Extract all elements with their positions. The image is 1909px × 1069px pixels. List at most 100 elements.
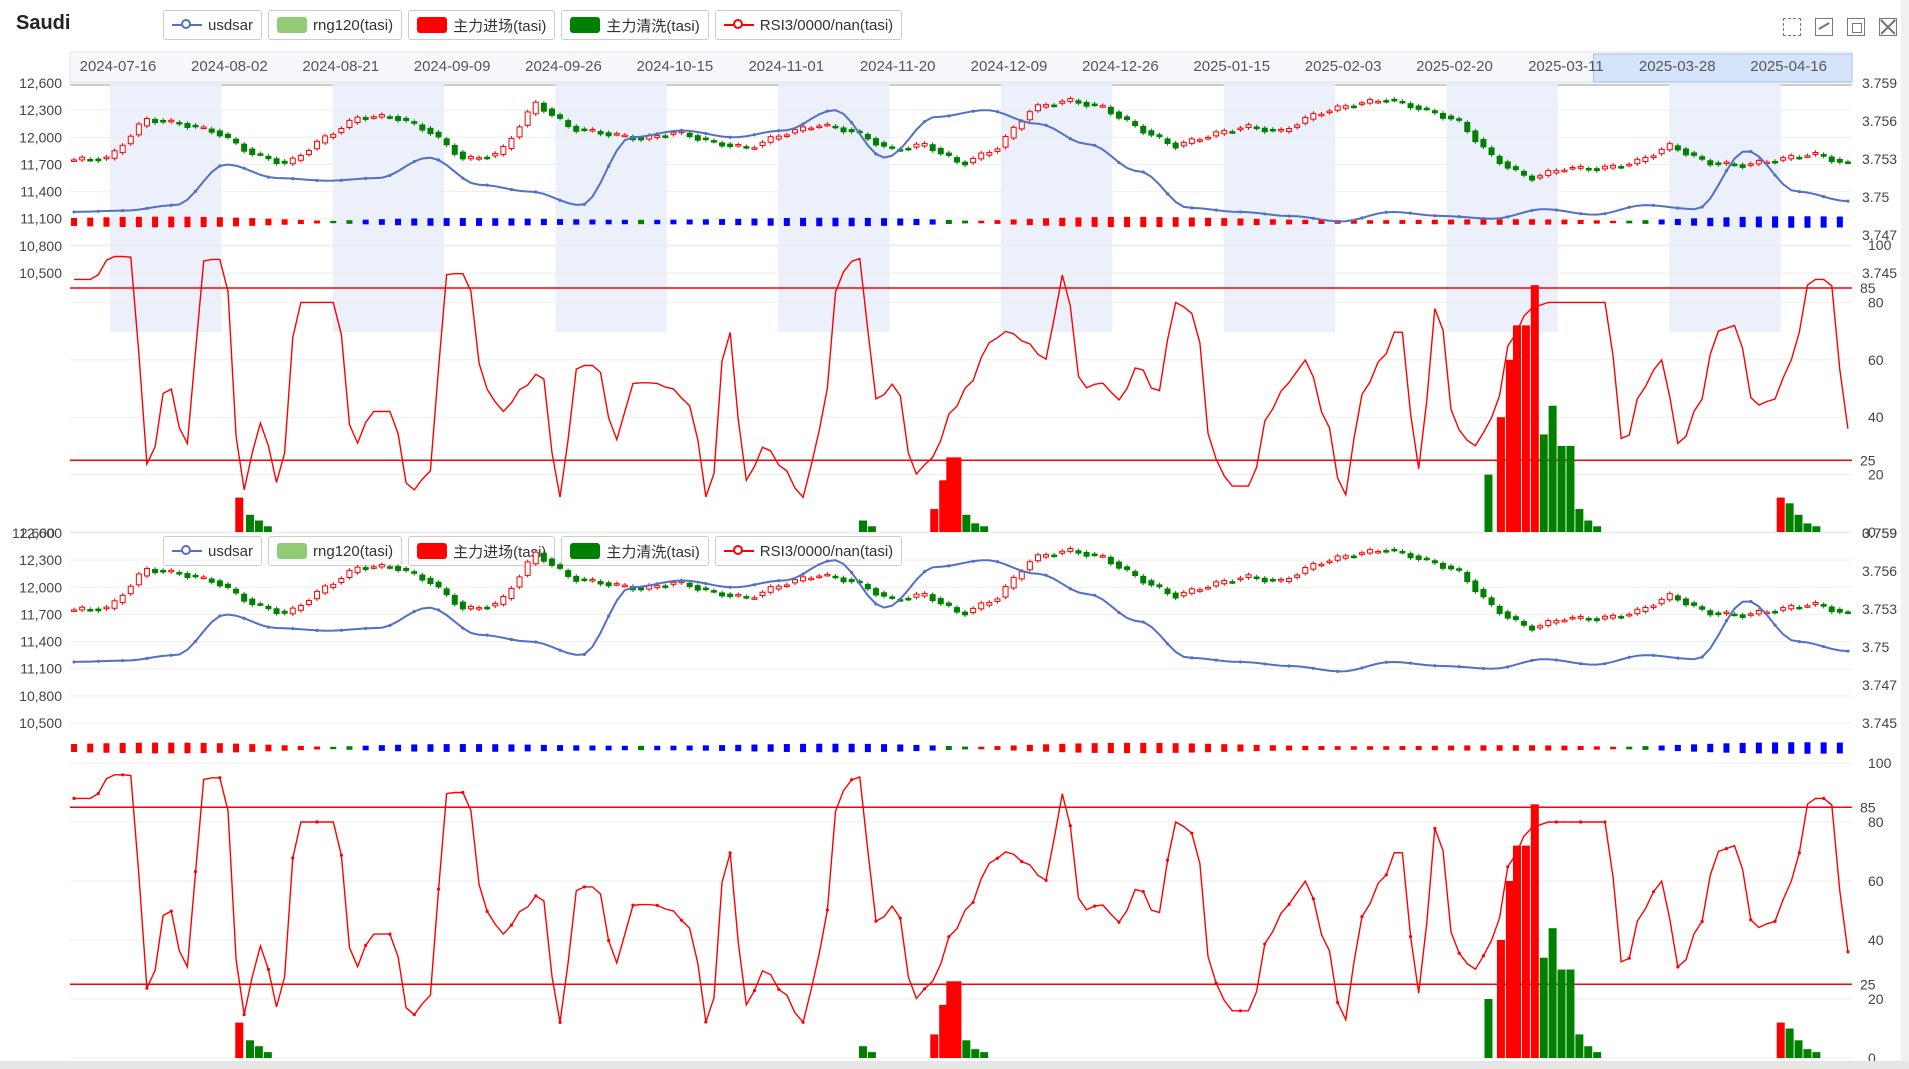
candle-body (127, 135, 134, 145)
back-icon[interactable] (1815, 18, 1833, 36)
volume-bar (1577, 745, 1584, 751)
candle-body (1407, 103, 1414, 109)
candle-body (921, 142, 928, 147)
rsi-point (1822, 796, 1826, 801)
signal-red-bar (930, 509, 939, 532)
legend-item-2[interactable]: 主力进场(tasi) (408, 536, 556, 566)
legend-item-3[interactable]: 主力清洗(tasi) (561, 10, 709, 40)
candle-body (1140, 125, 1147, 134)
candle-body (192, 124, 199, 128)
volume-bar (1431, 745, 1438, 751)
candle-body (395, 566, 402, 571)
usdsar-point (1263, 662, 1267, 666)
candle-body (621, 584, 628, 588)
candle-body (289, 607, 296, 615)
candle-body (1277, 128, 1284, 132)
usdsar-point (971, 109, 975, 113)
usdsar-point (752, 133, 757, 137)
legend-item-4[interactable]: RSI3/0000/nan(tasi) (714, 10, 903, 40)
usdsar-point (1530, 658, 1534, 663)
usdsar-point (1141, 620, 1145, 624)
legend-item-2[interactable]: 主力进场(tasi) (408, 10, 556, 40)
legend-item-1[interactable]: rng120(tasi) (268, 536, 403, 566)
volume-bar (1691, 218, 1698, 226)
candle-body (719, 142, 726, 147)
legend-item-1[interactable]: rng120(tasi) (268, 10, 403, 40)
legend-item-3[interactable]: 主力清洗(tasi) (561, 536, 709, 566)
volume-bar (1010, 745, 1017, 751)
candle-body (386, 566, 393, 569)
candle-body (281, 160, 288, 164)
volume-bar (605, 219, 612, 225)
usdsar-point (801, 122, 805, 126)
volume-bar (1302, 745, 1309, 751)
volume-bar (1188, 743, 1195, 753)
candle-body (1010, 126, 1017, 139)
signal-red-bar (235, 1022, 244, 1058)
rsi-tick-label: 60 (1868, 873, 1884, 889)
legend-label: 主力清洗(tasi) (606, 17, 700, 35)
candle-body (281, 610, 288, 614)
signal-green-bar (263, 526, 272, 532)
volume-bar (427, 218, 434, 226)
usdsar-point (509, 187, 514, 192)
volume-bar (249, 744, 256, 752)
candle-body (135, 123, 142, 136)
date-tick-label: 2024-08-21 (302, 58, 379, 75)
rsi-point (898, 916, 902, 920)
legend-item-0[interactable]: usdsar (163, 536, 263, 566)
candle-body (305, 600, 312, 605)
restore-icon[interactable] (1847, 18, 1865, 36)
volume-bar (524, 744, 531, 752)
candle-body (1002, 135, 1009, 148)
signal-green-bar (1557, 445, 1566, 532)
volume-bar (1480, 219, 1487, 225)
candle-body (1844, 161, 1851, 164)
usdsar-point (1190, 206, 1194, 210)
usdsar-point (1360, 216, 1364, 220)
candle-body (1205, 586, 1212, 590)
volume-bar (1124, 216, 1131, 228)
usdsar-point (266, 625, 271, 629)
candle-body (1772, 160, 1779, 164)
zoom-icon[interactable] (1783, 18, 1801, 36)
candle-body (824, 123, 831, 127)
usdsar-point (922, 119, 927, 124)
rsi-point (193, 869, 198, 874)
signal-green-bar (263, 1052, 272, 1058)
volume-bar (103, 743, 110, 753)
candle-body (273, 158, 280, 165)
save-icon[interactable] (1879, 18, 1897, 36)
date-tick-label: 2024-09-09 (414, 58, 491, 75)
volume-bar (411, 218, 418, 226)
usdsar-point (145, 656, 149, 660)
legend-item-4[interactable]: RSI3/0000/nan(tasi) (714, 536, 903, 566)
candle-body (986, 601, 993, 606)
signal-red-bar (930, 1034, 939, 1058)
candle-body (1099, 555, 1106, 558)
signal-green-bar (1803, 523, 1812, 532)
vertical-scrollbar[interactable] (1901, 0, 1909, 1061)
volume-bar (751, 744, 758, 752)
volume-bar (978, 746, 985, 750)
candle-body (1691, 602, 1698, 606)
volume-bar (1350, 220, 1357, 224)
usdsar-point (388, 623, 392, 627)
candle-body (435, 581, 442, 588)
volume-bar (945, 219, 952, 225)
volume-bar (265, 218, 272, 226)
date-zoom-slider (69, 51, 1853, 86)
candle-body (1367, 99, 1374, 104)
volume-bar (476, 744, 483, 752)
legend-label: usdsar (208, 542, 254, 560)
signal-green-bar (1484, 999, 1493, 1058)
volume-bar (638, 219, 645, 225)
volume-bar (1707, 217, 1714, 227)
candle-body (1537, 175, 1544, 179)
candle-body (1334, 105, 1341, 111)
horizontal-scrollbar[interactable] (0, 1061, 1909, 1069)
legend-item-0[interactable]: usdsar (163, 10, 263, 40)
candle-body (1537, 625, 1544, 629)
usdsar-point (1093, 143, 1097, 147)
